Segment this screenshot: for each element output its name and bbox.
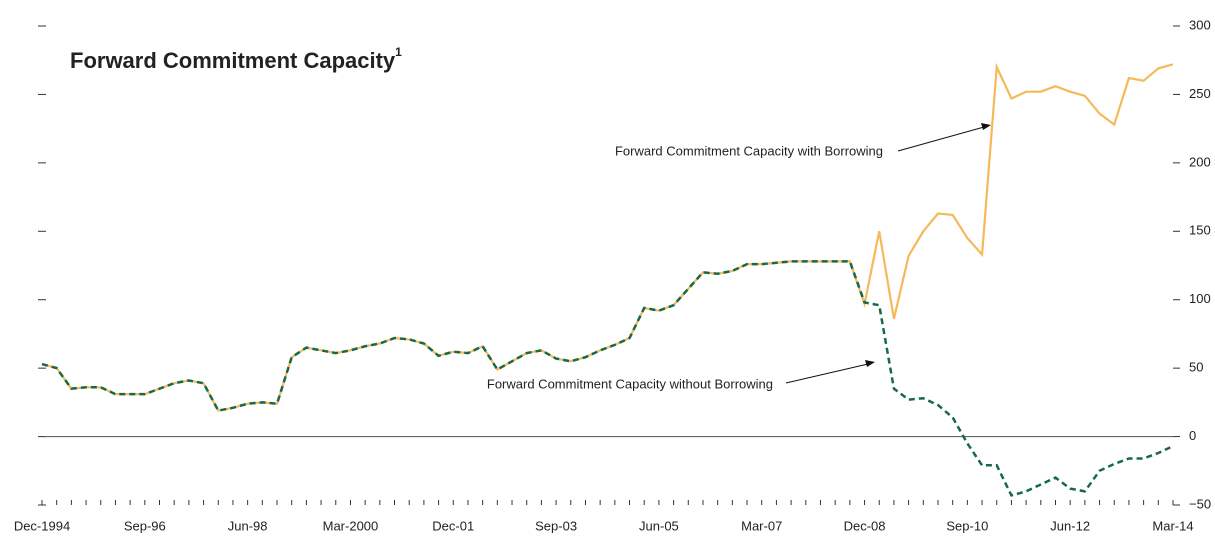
title-text: Forward Commitment Capacity [70,48,396,73]
title-note: 1 [395,45,402,59]
annotation: Forward Commitment Capacity without Borr… [487,376,773,391]
chart-title: Forward Commitment Capacity1 [70,45,402,73]
y-tick-label: 300 [1189,17,1211,32]
y-tick-label: 100 [1189,291,1211,306]
x-tick-label: Sep-10 [946,518,988,533]
x-tick-label: Sep-96 [124,518,166,533]
y-tick-label: 50 [1189,360,1203,375]
series-line [41,62,1174,412]
x-tick-label: Mar-14 [1152,518,1193,533]
annotation: Forward Commitment Capacity with Borrowi… [615,143,883,158]
y-tick-label: −50 [1189,496,1211,511]
y-tick-label: 150 [1189,223,1211,238]
x-tick-label: Jun-12 [1050,518,1090,533]
x-tick-label: Dec-08 [844,518,886,533]
x-tick-label: Sep-03 [535,518,577,533]
x-tick-label: Mar-2000 [323,518,379,533]
annotation-arrow [897,126,985,152]
arrow-head [865,360,875,367]
x-tick-label: Jun-05 [639,518,679,533]
series-line [41,260,1174,497]
arrow-head [981,123,991,130]
y-tick-label: 0 [1189,428,1196,443]
x-tick-label: Mar-07 [741,518,782,533]
x-tick-label: Dec-01 [432,518,474,533]
y-tick-label: 250 [1189,86,1211,101]
x-tick-label: Jun-98 [228,518,268,533]
y-tick-label: 200 [1189,154,1211,169]
x-tick-label: Dec-1994 [14,518,70,533]
annotation-arrow [785,363,869,384]
